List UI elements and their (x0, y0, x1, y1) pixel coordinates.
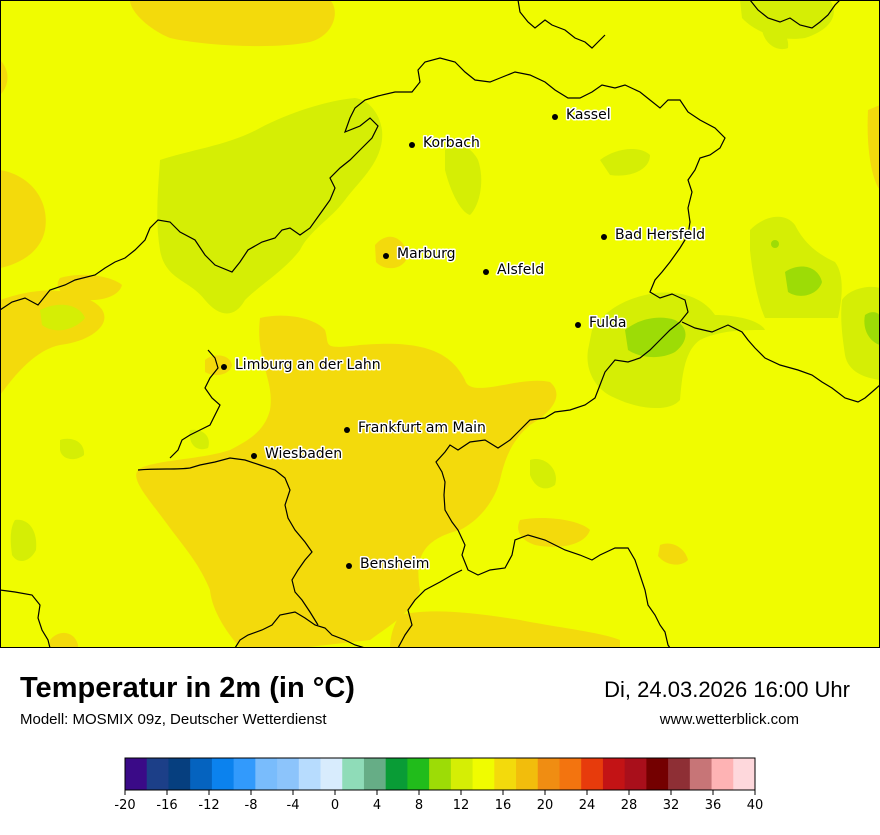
temperature-map: Kassel Korbach Bad Hersfeld Marburg Alsf… (0, 0, 880, 648)
legend-tick-label: 12 (453, 798, 470, 813)
legend-swatch (298, 758, 322, 790)
legend-swatch (277, 758, 300, 790)
city-dot (483, 269, 489, 275)
legend-swatch (537, 758, 560, 790)
legend-swatch (320, 758, 343, 790)
map-svg: Kassel Korbach Bad Hersfeld Marburg Alsf… (0, 0, 880, 648)
legend-swatch (168, 758, 191, 790)
legend-tick-label: 40 (747, 798, 764, 813)
legend-tick-label: 8 (415, 798, 423, 813)
legend-swatch (516, 758, 539, 790)
city-dot (383, 253, 389, 259)
city-limburg[interactable]: Limburg an der Lahn (221, 356, 382, 375)
legend-tick-label: -12 (198, 798, 219, 813)
legend-tick-label: 28 (621, 798, 638, 813)
model-subtitle: Modell: MOSMIX 09z, Deutscher Wetterdien… (20, 711, 327, 728)
city-label: Frankfurt am Main (358, 420, 486, 436)
legend-swatch (233, 758, 256, 790)
city-korbach[interactable]: Korbach (409, 134, 481, 153)
legend-tick-label: -20 (114, 798, 135, 813)
city-marburg[interactable]: Marburg (383, 245, 457, 264)
city-dot (221, 364, 227, 370)
legend-tick-label: -16 (156, 798, 177, 813)
legend-swatch (342, 758, 365, 790)
city-markers: Kassel Korbach Bad Hersfeld Marburg Alsf… (221, 106, 707, 574)
city-wiesbaden[interactable]: Wiesbaden (251, 445, 344, 464)
legend-swatch (146, 758, 169, 790)
legend-swatch (211, 758, 235, 790)
city-label: Wiesbaden (265, 446, 342, 462)
legend-swatch (689, 758, 713, 790)
temp-zone-warm (0, 0, 880, 648)
city-label: Limburg an der Lahn (235, 357, 381, 373)
legend-swatch (711, 758, 734, 790)
city-kassel[interactable]: Kassel (552, 106, 612, 125)
city-fulda[interactable]: Fulda (575, 314, 628, 333)
city-dot (552, 114, 558, 120)
color-legend: -20 -16 -12 -8 -4 0 4 8 12 16 20 24 28 32 36 40 (0, 750, 880, 830)
city-dot (344, 427, 350, 433)
city-alsfeld[interactable]: Alsfeld (483, 261, 546, 280)
legend-frame (124, 757, 756, 791)
legend-swatch (581, 758, 604, 790)
city-frankfurt[interactable]: Frankfurt am Main (344, 419, 487, 438)
legend-swatch (733, 758, 756, 790)
legend-swatch (385, 758, 408, 790)
city-label: Fulda (589, 315, 627, 331)
city-dot (601, 234, 607, 240)
legend-swatch (472, 758, 495, 790)
legend-tick-label: 4 (373, 798, 381, 813)
city-dot (409, 142, 415, 148)
website-link[interactable]: www.wetterblick.com (659, 711, 799, 728)
state-borders (0, 0, 880, 648)
city-bad-hersfeld[interactable]: Bad Hersfeld (601, 226, 707, 245)
legend-swatch (190, 758, 213, 790)
legend-swatch (624, 758, 647, 790)
city-dot (346, 563, 352, 569)
legend-swatch (429, 758, 452, 790)
legend-tick-label: 0 (331, 798, 339, 813)
legend-swatch (559, 758, 582, 790)
legend-tick-label: 36 (705, 798, 722, 813)
city-label: Marburg (397, 246, 456, 262)
legend-tick-label: -4 (287, 798, 300, 813)
legend-swatch (602, 758, 626, 790)
legend-tick-label: 16 (495, 798, 512, 813)
legend-swatch (450, 758, 474, 790)
legend-tick-label: -8 (245, 798, 258, 813)
legend-tick-label: 24 (579, 798, 596, 813)
forecast-datetime: Di, 24.03.2026 16:00 Uhr (604, 677, 850, 702)
legend-swatch (494, 758, 517, 790)
legend-swatch (363, 758, 387, 790)
city-label: Alsfeld (497, 262, 544, 278)
map-title: Temperatur in 2m (in °C) (20, 672, 355, 704)
legend-swatch (668, 758, 691, 790)
city-dot (251, 453, 257, 459)
city-label: Bad Hersfeld (615, 227, 705, 243)
temp-zone-cooler (625, 240, 880, 358)
legend-swatch (407, 758, 430, 790)
legend-tick-label: 20 (537, 798, 554, 813)
legend-tick-label: 32 (663, 798, 680, 813)
city-label: Kassel (566, 107, 611, 123)
legend-swatch (125, 758, 148, 790)
city-bensheim[interactable]: Bensheim (346, 555, 431, 574)
city-label: Korbach (423, 135, 480, 151)
legend-swatch (646, 758, 669, 790)
legend-swatch (255, 758, 278, 790)
city-dot (575, 322, 581, 328)
city-label: Bensheim (360, 556, 429, 572)
legend-svg: -20 -16 -12 -8 -4 0 4 8 12 16 20 24 28 32 36 40 (114, 757, 764, 813)
